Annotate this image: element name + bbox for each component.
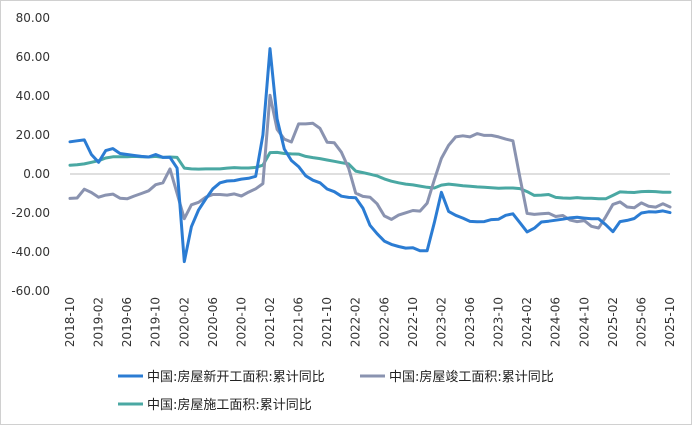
legend-item-under-construction: 中国:房屋施工面积:累计同比 — [118, 397, 312, 413]
x-tick-label: 2018-10 — [63, 297, 77, 347]
y-tick-label: 40.00 — [16, 89, 50, 103]
x-tick-label: 2025-02 — [606, 297, 620, 347]
series-line-1 — [68, 93, 672, 230]
x-tick-label: 2023-10 — [492, 297, 506, 347]
legend-item-new-starts: 中国:房屋新开工面积:累计同比 — [118, 369, 325, 385]
y-tick-label: -20.00 — [11, 206, 50, 220]
x-tick-label: 2019-02 — [92, 297, 106, 347]
y-axis-ticks: 80.00 60.00 40.00 20.00 0.00 -20.00 -40.00 -60.… — [11, 11, 50, 298]
y-tick-label: 80.00 — [16, 11, 50, 25]
x-tick-label: 2021-02 — [263, 297, 277, 347]
x-tick-label: 2020-10 — [234, 297, 248, 347]
x-tick-label: 2019-06 — [120, 297, 134, 347]
x-tick-label: 2023-06 — [463, 297, 477, 347]
legend-label: 中国:房屋竣工面积:累计同比 — [389, 369, 554, 385]
legend-label: 中国:房屋新开工面积:累计同比 — [147, 369, 325, 385]
x-tick-label: 2022-02 — [349, 297, 363, 347]
y-tick-label: -40.00 — [11, 245, 50, 259]
y-tick-label: 60.00 — [16, 50, 50, 64]
y-tick-label: -60.00 — [11, 284, 50, 298]
y-tick-label: 0.00 — [23, 167, 50, 181]
x-tick-label: 2020-02 — [177, 297, 191, 347]
x-tick-label: 2024-06 — [549, 297, 563, 347]
legend-label: 中国:房屋施工面积:累计同比 — [147, 397, 312, 413]
x-tick-label: 2024-02 — [520, 297, 534, 347]
x-tick-label: 2022-10 — [406, 297, 420, 347]
x-tick-label: 2022-06 — [377, 297, 391, 347]
legend-item-completions: 中国:房屋竣工面积:累计同比 — [360, 369, 554, 385]
series-line-0 — [68, 47, 672, 264]
x-tick-label: 2019-10 — [149, 297, 163, 347]
x-tick-label: 2025-10 — [663, 297, 677, 347]
x-tick-label: 2025-06 — [634, 297, 648, 347]
x-tick-label: 2021-10 — [320, 297, 334, 347]
x-tick-label: 2024-10 — [577, 297, 591, 347]
y-tick-label: 20.00 — [16, 128, 50, 142]
legend: 中国:房屋新开工面积:累计同比 中国:房屋竣工面积:累计同比 中国:房屋施工面积… — [118, 369, 554, 413]
series-line-2 — [68, 150, 672, 201]
x-tick-label: 2021-06 — [292, 297, 306, 347]
x-axis-ticks: 2018-10 2019-02 2019-06 2019-10 2020-02 2020-… — [63, 297, 677, 347]
x-tick-label: 2023-02 — [434, 297, 448, 347]
x-tick-label: 2020-06 — [206, 297, 220, 347]
series-lines — [68, 47, 672, 264]
